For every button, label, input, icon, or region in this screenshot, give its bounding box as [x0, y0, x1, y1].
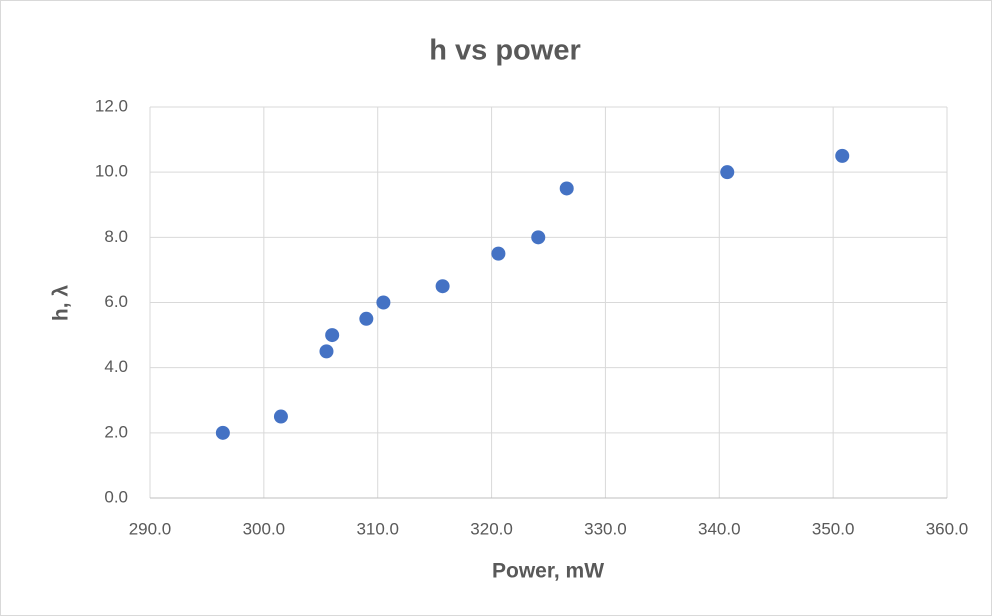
- x-axis-title: Power, mW: [492, 560, 604, 583]
- x-tick-label: 320.0: [470, 519, 513, 538]
- y-tick-label: 6.0: [104, 292, 128, 311]
- point: [319, 344, 334, 359]
- point: [559, 181, 574, 196]
- point: [835, 148, 850, 163]
- y-tick-label: 0.0: [104, 487, 128, 506]
- x-tick-label: 310.0: [356, 519, 399, 538]
- point: [325, 328, 340, 343]
- point: [359, 311, 374, 326]
- point: [720, 165, 735, 180]
- x-tick-label: 300.0: [243, 519, 286, 538]
- y-tick-label: 2.0: [104, 422, 128, 441]
- chart-title: h vs power: [429, 35, 581, 67]
- point: [273, 409, 288, 424]
- x-tick-label: 360.0: [926, 519, 969, 538]
- point: [376, 295, 391, 310]
- y-tick-label: 4.0: [104, 357, 128, 376]
- x-tick-label: 340.0: [698, 519, 741, 538]
- y-tick-label: 8.0: [104, 227, 128, 246]
- point: [491, 246, 506, 261]
- x-tick-label: 350.0: [812, 519, 855, 538]
- point: [531, 230, 546, 245]
- y-tick-label: 10.0: [95, 162, 128, 181]
- y-tick-label: 12.0: [95, 96, 128, 115]
- point: [435, 279, 450, 294]
- x-tick-label: 290.0: [129, 519, 172, 538]
- y-axis-title: h, λ: [50, 285, 73, 321]
- point: [215, 425, 230, 440]
- x-tick-label: 330.0: [584, 519, 627, 538]
